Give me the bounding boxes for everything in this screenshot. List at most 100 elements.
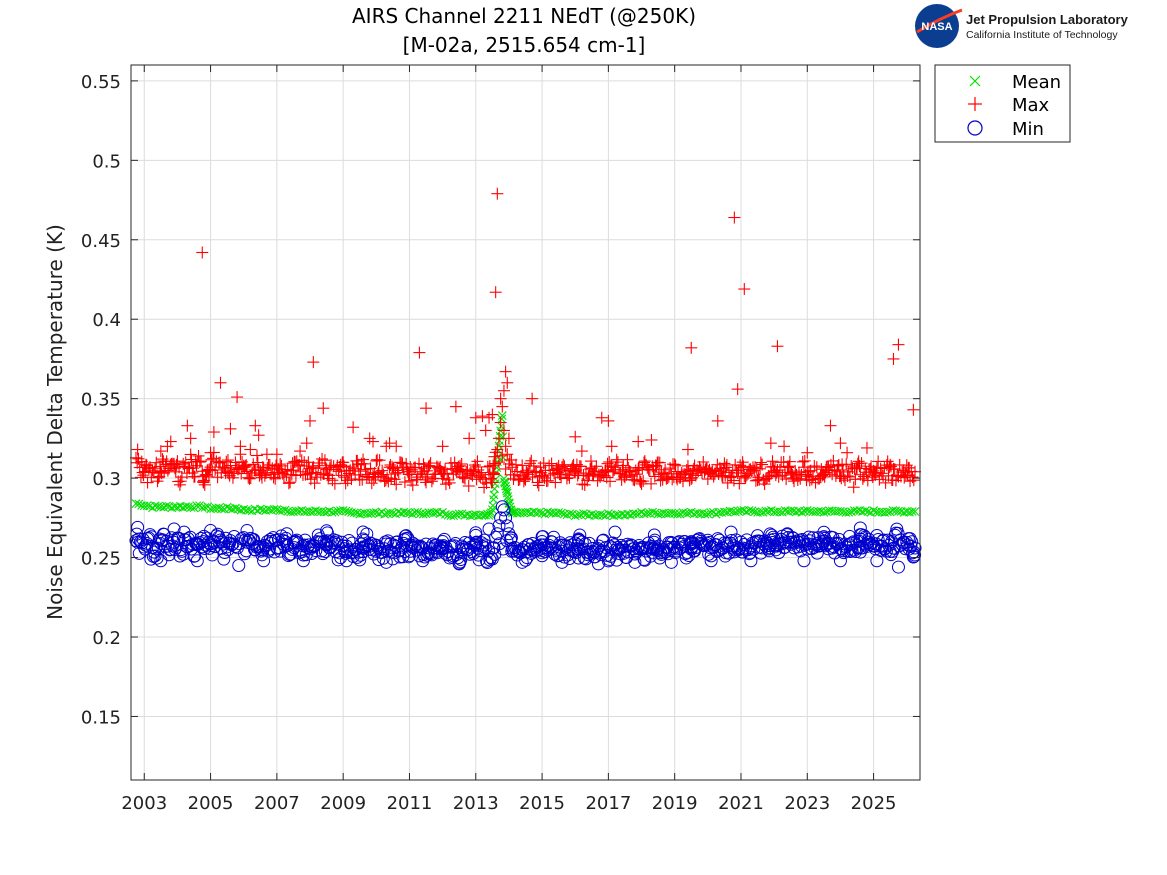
max-point <box>475 466 488 479</box>
mean-point <box>883 507 892 517</box>
max-point <box>494 392 507 405</box>
jpl-logo-line1: Jet Propulsion Laboratory <box>966 12 1129 27</box>
max-point <box>906 471 919 484</box>
min-point <box>232 559 246 572</box>
mean-point <box>885 507 895 517</box>
max-point <box>390 440 403 453</box>
max-point <box>671 473 684 486</box>
x-tick-label: 2023 <box>784 793 830 814</box>
max-point <box>634 475 647 488</box>
max-point <box>728 211 741 224</box>
mean-point <box>142 501 152 511</box>
min-point <box>482 522 496 536</box>
mean-point <box>501 481 510 491</box>
max-point <box>532 479 545 492</box>
mean-point <box>200 502 210 512</box>
max-point <box>488 467 501 480</box>
min-point <box>664 555 678 569</box>
min-point <box>452 557 466 571</box>
chart-title-line1: AIRS Channel 2211 NEdT (@250K) <box>352 4 696 28</box>
mean-point <box>736 506 746 515</box>
min-point <box>494 511 508 525</box>
mean-point <box>703 509 713 519</box>
max-point <box>752 471 765 484</box>
mean-point <box>269 504 279 514</box>
max-point <box>681 443 694 456</box>
mean-point <box>631 509 641 519</box>
mean-point <box>349 508 359 518</box>
min-point <box>177 525 191 539</box>
max-point <box>638 456 651 469</box>
min-point <box>331 553 345 567</box>
mean-point <box>667 508 677 518</box>
max-point <box>778 440 791 453</box>
max-point <box>704 467 717 480</box>
max-point <box>586 468 599 481</box>
max-point <box>771 340 784 353</box>
mean-point <box>626 510 635 520</box>
max-point <box>766 455 779 468</box>
max-point <box>390 478 403 491</box>
max-point <box>273 466 286 479</box>
max-point <box>489 446 502 459</box>
mean-point <box>297 506 307 515</box>
max-point <box>354 465 367 478</box>
min-point <box>637 552 651 566</box>
max-point <box>856 472 869 485</box>
max-point <box>834 437 847 450</box>
max-point <box>803 474 816 487</box>
min-point <box>190 554 204 568</box>
max-point <box>293 458 306 471</box>
max-point <box>525 454 538 467</box>
min-point <box>416 554 430 568</box>
max-point <box>796 455 809 468</box>
mean-point <box>836 506 845 516</box>
max-point <box>432 461 445 474</box>
max-point <box>420 476 433 489</box>
min-point <box>628 555 642 569</box>
max-point <box>879 476 892 489</box>
min-point <box>287 541 301 555</box>
max-point <box>792 466 805 479</box>
max-point <box>294 465 307 478</box>
max-point <box>367 468 380 481</box>
max-point <box>496 400 509 413</box>
max-point <box>499 365 512 378</box>
x-tick-label: 2007 <box>254 793 300 814</box>
mean-point <box>380 509 389 519</box>
max-point <box>496 449 509 462</box>
max-point <box>538 471 551 484</box>
max-point <box>269 472 282 485</box>
max-point <box>195 455 208 468</box>
max-point <box>328 477 341 490</box>
max-point <box>226 471 239 484</box>
max-point <box>756 458 769 471</box>
legend-max-label: Max <box>1012 95 1050 116</box>
max-point <box>224 422 237 435</box>
min-point <box>497 503 511 517</box>
max-point <box>337 460 350 473</box>
max-point <box>317 402 330 415</box>
max-point <box>701 473 714 486</box>
max-point <box>797 461 810 474</box>
max-point <box>367 474 380 487</box>
max-point <box>217 461 230 474</box>
min-point <box>167 522 181 536</box>
mean-point <box>910 507 920 516</box>
nasa-swoosh-icon <box>916 8 963 34</box>
mean-point <box>802 505 812 515</box>
mean-point <box>410 507 420 517</box>
max-point <box>240 459 253 472</box>
max-point <box>611 456 624 469</box>
max-point <box>425 475 438 488</box>
max-point <box>169 465 182 478</box>
mean-point <box>570 511 580 521</box>
max-point <box>527 459 540 472</box>
min-point <box>401 531 415 545</box>
mean-point <box>595 510 605 519</box>
x-tick-label: 2021 <box>718 793 764 814</box>
max-point <box>235 467 248 480</box>
mean-point <box>579 509 588 518</box>
max-point <box>676 475 689 488</box>
max-point <box>653 456 666 469</box>
